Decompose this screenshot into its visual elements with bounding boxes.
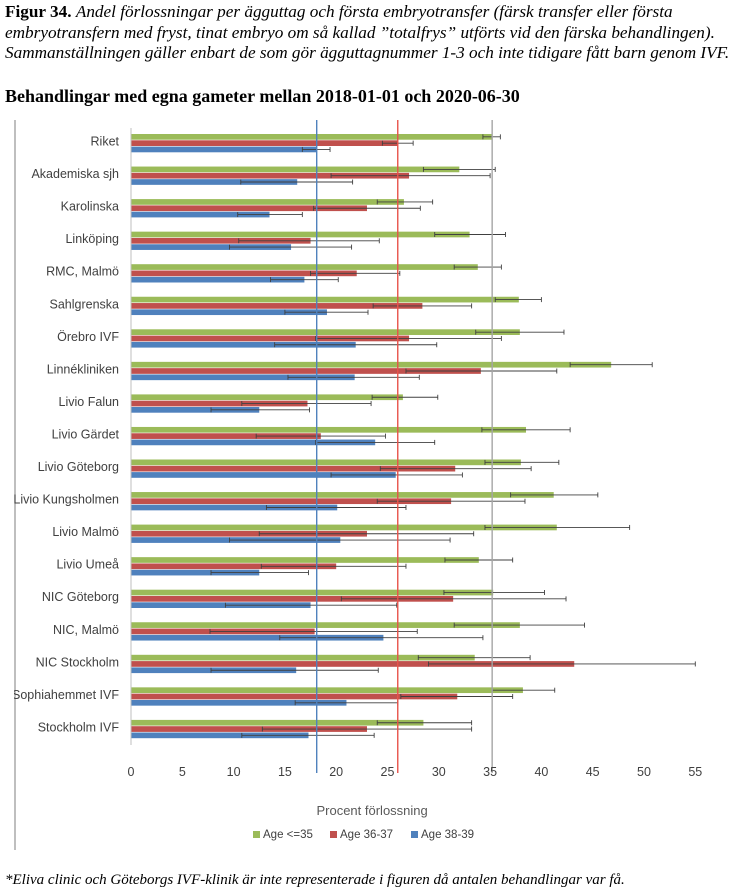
- x-tick-label: 30: [432, 765, 446, 779]
- x-tick-label: 10: [227, 765, 241, 779]
- bar-age-36-37: [131, 303, 423, 309]
- legend-swatch: [330, 831, 337, 838]
- bar-age-36-37: [131, 596, 454, 602]
- category-label: Örebro IVF: [57, 330, 119, 344]
- legend-entry: Age <=35: [263, 829, 313, 841]
- x-tick-label: 20: [329, 765, 343, 779]
- x-tick-label: 40: [534, 765, 548, 779]
- bar-age-36-37: [131, 661, 575, 667]
- bar-age-35: [131, 719, 424, 726]
- bar-age-36-37: [131, 433, 321, 439]
- figure-description: Andel förlossningar per ägguttag och för…: [5, 2, 730, 62]
- category-label: Sophiahemmet IVF: [14, 688, 119, 702]
- bar-age-35: [131, 264, 478, 270]
- bar-age-38-39: [131, 439, 376, 446]
- bar-age-36-37: [131, 335, 410, 342]
- bar-age-38-39: [131, 472, 396, 478]
- bar-age-35: [131, 394, 403, 401]
- bar-age-36-37: [131, 693, 458, 700]
- bar-age-35: [131, 557, 479, 563]
- bar-chart: Riket Akademiska sjh Karolinska Linköping RM…: [14, 120, 702, 850]
- bar-age-35: [131, 492, 554, 498]
- x-tick-label: 25: [381, 765, 395, 779]
- bar-age-38-39: [131, 179, 298, 185]
- bar-age-35: [131, 329, 520, 335]
- category-label: Linköping: [65, 232, 119, 246]
- bar-age-36-37: [131, 237, 311, 244]
- x-axis-title: Procent förlossning: [316, 803, 427, 818]
- legend-swatch: [411, 831, 418, 838]
- footnote: *Eliva clinic och Göteborgs IVF-klinik ä…: [5, 872, 625, 888]
- bar-age-35: [131, 296, 519, 303]
- bar-age-38-39: [131, 569, 260, 576]
- bar-age-36-37: [131, 563, 337, 570]
- x-tick-label: 0: [128, 765, 135, 779]
- bar-age-36-37: [131, 172, 410, 179]
- bar-age-36-37: [131, 498, 452, 505]
- category-label: NIC, Malmö: [53, 623, 119, 637]
- bar-age-35: [131, 166, 460, 173]
- bar-age-38-39: [131, 634, 384, 641]
- x-tick-label: 55: [688, 765, 702, 779]
- legend-swatch: [253, 831, 260, 838]
- bar-age-35: [131, 426, 527, 433]
- bar-age-38-39: [131, 407, 260, 413]
- chart-subtitle: Behandlingar med egna gameter mellan 201…: [5, 86, 520, 106]
- category-label: RMC, Malmö: [46, 265, 119, 279]
- bar-age-35: [131, 654, 475, 661]
- bar-age-35: [131, 622, 520, 628]
- category-label: Livio Malmö: [52, 525, 119, 539]
- bar-age-36-37: [131, 368, 481, 374]
- bar-age-35: [131, 687, 523, 694]
- bar-age-35: [131, 524, 557, 531]
- bar-age-38-39: [131, 146, 317, 153]
- category-label: Livio Göteborg: [38, 460, 119, 474]
- bar-age-38-39: [131, 211, 270, 218]
- bar-age-35: [131, 199, 404, 205]
- legend-entry: Age 36-37: [340, 829, 393, 841]
- bar-age-35: [131, 589, 494, 596]
- category-label: Riket: [91, 135, 120, 149]
- x-tick-label: 50: [637, 765, 651, 779]
- bar-age-38-39: [131, 341, 356, 348]
- category-label: Livio Falun: [59, 395, 119, 409]
- figure-caption: Figur 34. Andel förlossningar per äggutt…: [5, 2, 750, 64]
- bar-age-35: [131, 231, 470, 238]
- bar-age-36-37: [131, 530, 367, 537]
- bar-age-38-39: [131, 504, 338, 511]
- bar-age-36-37: [131, 205, 367, 212]
- x-tick-label: 45: [586, 765, 600, 779]
- bar-age-38-39: [131, 244, 292, 250]
- category-label: Linnékliniken: [47, 362, 119, 376]
- bar-age-36-37: [131, 465, 456, 472]
- bar-age-36-37: [131, 726, 367, 732]
- bar-age-35: [131, 459, 521, 466]
- x-tick-label: 15: [278, 765, 292, 779]
- bar-age-38-39: [131, 374, 355, 381]
- bar-age-38-39: [131, 699, 347, 706]
- legend-entry: Age 38-39: [421, 829, 474, 841]
- category-label: Livio Kungsholmen: [14, 493, 119, 507]
- category-label: Livio Umeå: [56, 558, 119, 572]
- category-label: Livio Gärdet: [52, 427, 120, 441]
- bar-age-35: [131, 361, 612, 368]
- bar-age-36-37: [131, 270, 357, 277]
- bar-age-38-39: [131, 732, 309, 739]
- bar-age-38-39: [131, 309, 327, 316]
- x-tick-label: 35: [483, 765, 497, 779]
- category-label: Karolinska: [61, 200, 119, 214]
- category-label: Akademiska sjh: [31, 167, 119, 181]
- figure-label: Figur 34.: [5, 2, 72, 21]
- bar-age-38-39: [131, 602, 311, 608]
- category-label: NIC Stockholm: [36, 655, 119, 669]
- bar-age-36-37: [131, 400, 308, 407]
- bar-age-35: [131, 134, 493, 140]
- category-label: NIC Göteborg: [42, 590, 119, 604]
- category-label: Stockholm IVF: [38, 720, 120, 734]
- bar-age-38-39: [131, 276, 305, 283]
- bar-age-36-37: [131, 140, 398, 146]
- x-tick-label: 5: [179, 765, 186, 779]
- category-label: Sahlgrenska: [50, 297, 120, 311]
